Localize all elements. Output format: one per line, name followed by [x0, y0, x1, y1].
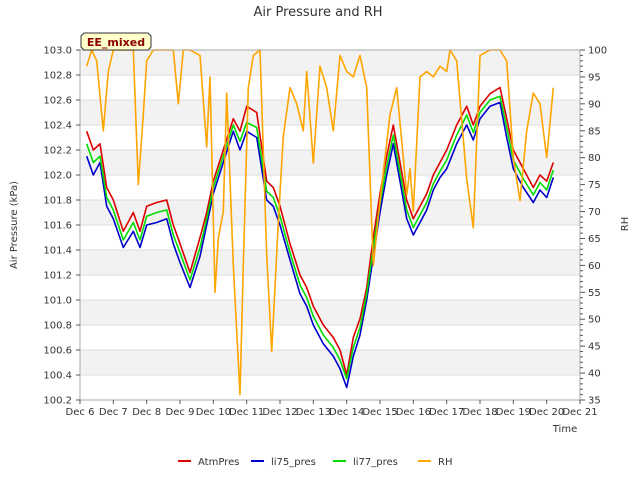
x-tick-label: Dec 19: [496, 407, 531, 418]
grid-band: [80, 300, 580, 325]
grid-band: [80, 275, 580, 300]
grid-band: [80, 50, 580, 75]
x-tick-label: Dec 18: [462, 407, 497, 418]
legend-label: li75_pres: [271, 457, 316, 468]
grid-band: [80, 125, 580, 150]
x-tick-label: Dec 10: [196, 407, 231, 418]
y-tick-label: 101.6: [43, 221, 72, 232]
y2-tick-label: 100: [588, 46, 607, 57]
y-tick-label: 100.6: [43, 346, 72, 357]
grid-band: [80, 175, 580, 200]
legend-label: AtmPres: [198, 457, 239, 468]
x-axis-label: Time: [552, 424, 577, 435]
y2-tick-label: 50: [588, 315, 601, 326]
grid-band: [80, 350, 580, 375]
y2-tick-label: 45: [588, 342, 601, 353]
y-tick-label: 102.0: [43, 171, 72, 182]
x-tick-label: Dec 14: [329, 407, 364, 418]
y-tick-label: 101.4: [43, 246, 72, 257]
series-line-li77-pres: [85, 95, 555, 380]
y2-tick-label: 70: [588, 207, 601, 218]
chart-title: Air Pressure and RH: [253, 5, 382, 20]
plot-background: [80, 50, 580, 400]
y2-tick-label: 35: [588, 396, 601, 407]
badge-label: EE_mixed: [87, 36, 145, 49]
y-tick-label: 103.0: [43, 46, 72, 57]
series-line-li75-pres: [85, 101, 555, 389]
grid-band: [80, 225, 580, 250]
y2-tick-label: 40: [588, 369, 601, 380]
x-tick-label: Dec 9: [166, 407, 195, 418]
x-tick-label: Dec 7: [99, 407, 128, 418]
y2-tick-label: 75: [588, 180, 601, 191]
y-tick-label: 101.2: [43, 271, 72, 282]
x-tick-label: Dec 21: [562, 407, 597, 418]
series-line-atmpres: [85, 86, 555, 376]
x-tick-label: Dec 12: [262, 407, 297, 418]
y-tick-label: 100.4: [43, 371, 72, 382]
y2-axis-label: RH: [620, 217, 631, 231]
badge: EE_mixed: [80, 32, 152, 51]
grid-band: [80, 75, 580, 100]
y-tick-label: 102.2: [43, 146, 72, 157]
x-tick-label: Dec 13: [296, 407, 331, 418]
y-axis-right: 35 40 45 50 55 60 65 70 75 80 85 90 95 100: [580, 46, 607, 407]
y2-tick-label: 85: [588, 126, 601, 137]
x-tick-label: Dec 20: [529, 407, 564, 418]
x-tick-label: Dec 8: [132, 407, 161, 418]
y-tick-label: 100.2: [43, 396, 72, 407]
y-tick-label: 101.8: [43, 196, 72, 207]
grid-band: [80, 375, 580, 400]
y2-tick-label: 80: [588, 153, 601, 164]
grid-band: [80, 250, 580, 275]
y2-tick-label: 55: [588, 288, 601, 299]
legend: AtmPres li75_pres li77_pres RH: [178, 457, 452, 468]
y-axis-label: Air Pressure (kPa): [9, 181, 20, 269]
legend-label: RH: [438, 457, 452, 468]
badge-box: [80, 32, 152, 51]
y2-tick-label: 90: [588, 99, 601, 110]
y-tick-label: 102.4: [43, 121, 72, 132]
y-tick-label: 101.0: [43, 296, 72, 307]
x-tick-label: Dec 16: [396, 407, 431, 418]
y2-tick-label: 65: [588, 234, 601, 245]
y2-tick-label: 95: [588, 72, 601, 83]
y-tick-label: 102.6: [43, 96, 72, 107]
x-tick-label: Dec 17: [429, 407, 464, 418]
y-tick-label: 102.8: [43, 71, 72, 82]
y-axis-left: 100.2 100.4 100.6 100.8 101.0 101.2 101.4 101.6…: [43, 46, 80, 407]
legend-label: li77_pres: [353, 457, 398, 468]
x-tick-label: Dec 11: [229, 407, 264, 418]
x-tick-label: Dec 6: [66, 407, 95, 418]
grid-band: [80, 325, 580, 350]
grid-band: [80, 150, 580, 175]
y2-tick-label: 60: [588, 261, 601, 272]
y-tick-label: 100.8: [43, 321, 72, 332]
x-tick-label: Dec 15: [362, 407, 397, 418]
